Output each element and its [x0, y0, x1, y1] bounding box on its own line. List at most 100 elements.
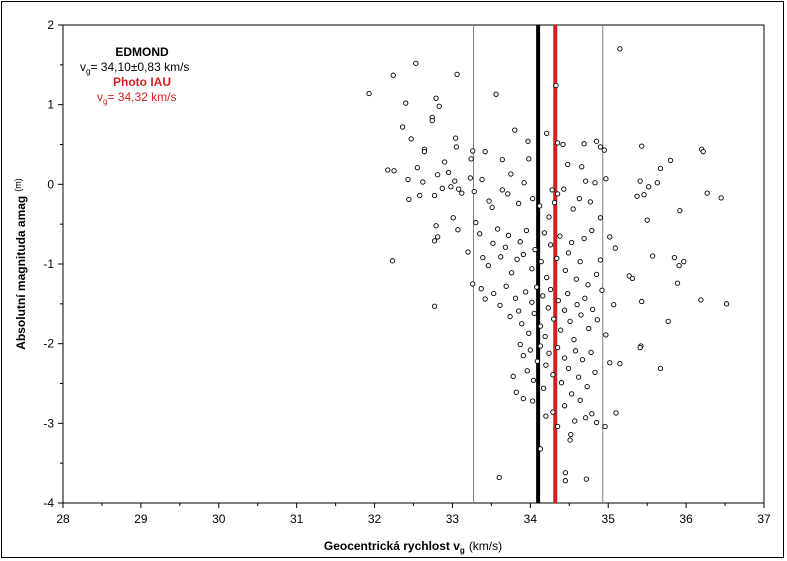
data-point [593, 271, 600, 278]
data-point [502, 244, 509, 250]
data-point [654, 180, 660, 186]
data-point [523, 289, 529, 295]
data-point [565, 161, 571, 168]
data-point [667, 157, 674, 164]
x-tick-label: 35 [602, 512, 616, 526]
data-point [453, 144, 459, 150]
data-point [480, 254, 486, 261]
data-point [503, 283, 509, 289]
data-point [718, 195, 724, 201]
x-axis-title: Geocentrická rychlost vg (km/s) [324, 539, 502, 555]
data-point [546, 214, 552, 220]
data-point [555, 297, 562, 304]
data-point [657, 365, 664, 372]
data-point [585, 282, 591, 288]
data-point [521, 180, 527, 186]
data-point [634, 193, 640, 199]
data-point [550, 409, 556, 415]
data-point [499, 187, 505, 193]
data-point [513, 389, 519, 395]
data-point [607, 234, 613, 240]
data-point [641, 192, 647, 198]
y-tick-label: 1 [47, 98, 54, 112]
data-point [499, 156, 505, 163]
data-point [366, 90, 372, 97]
data-point [554, 191, 561, 197]
data-point [505, 232, 512, 238]
data-point [530, 196, 536, 202]
data-point [554, 344, 561, 351]
data-point [558, 380, 565, 386]
x-axis: 28 29 30 31 32 33 34 35 36 37 [56, 503, 771, 526]
data-point [617, 360, 623, 367]
data-point [676, 262, 682, 269]
data-point [644, 217, 650, 223]
data-point [570, 206, 576, 212]
data-point [496, 474, 502, 481]
data-point [545, 305, 551, 311]
data-point [611, 301, 617, 308]
data-point [665, 318, 671, 325]
data-point [602, 423, 608, 430]
data-point [554, 140, 561, 146]
data-point [417, 192, 423, 199]
data-point [524, 368, 530, 374]
data-point [567, 437, 573, 443]
data-point [561, 403, 568, 409]
data-point [551, 200, 558, 206]
data-point [565, 250, 572, 256]
data-point [588, 349, 594, 356]
data-point [508, 270, 515, 276]
data-point [434, 172, 441, 178]
data-point [576, 196, 583, 202]
x-tick-label: 36 [679, 512, 693, 526]
edmond-velocity: vg= 34,10±0,83 km/s [80, 60, 189, 76]
data-point [583, 476, 590, 482]
data-point [571, 337, 577, 343]
data-points [366, 46, 730, 484]
reference-lines [472, 25, 604, 503]
data-point [704, 190, 710, 196]
data-point [567, 318, 573, 325]
data-point [405, 176, 411, 183]
data-point [586, 325, 592, 332]
y-tick-label: 2 [47, 18, 54, 32]
data-point [562, 267, 569, 274]
data-point [597, 257, 604, 263]
data-point [560, 141, 566, 148]
data-point [599, 287, 605, 293]
data-point [540, 293, 546, 299]
data-point [439, 185, 445, 191]
x-tick-label: 34 [524, 512, 538, 526]
data-point [589, 411, 595, 417]
x-tick-label: 31 [290, 512, 304, 526]
data-point [520, 395, 526, 402]
data-point [519, 321, 525, 327]
data-point [456, 186, 462, 192]
data-point [587, 199, 593, 205]
y-axis-title: Absolutní magnituda amag(m) [13, 178, 28, 350]
y-axis: 2 1 0 -1 -2 -3 -4 [43, 18, 63, 510]
data-point [558, 327, 564, 333]
data-point [490, 240, 496, 246]
data-point [470, 281, 476, 287]
data-point [491, 290, 497, 297]
data-point [505, 191, 511, 197]
data-point [497, 302, 503, 309]
data-point [554, 423, 561, 430]
y-tick-label: -1 [43, 257, 54, 271]
data-point [547, 242, 554, 248]
data-point [579, 356, 586, 363]
data-point [723, 301, 730, 307]
data-point [421, 149, 428, 155]
data-point [677, 207, 683, 214]
data-point [603, 332, 609, 338]
data-point [700, 149, 706, 155]
data-point [485, 262, 491, 269]
data-point [448, 184, 454, 190]
data-point [613, 410, 619, 416]
data-point [597, 144, 604, 150]
data-point [391, 168, 397, 174]
